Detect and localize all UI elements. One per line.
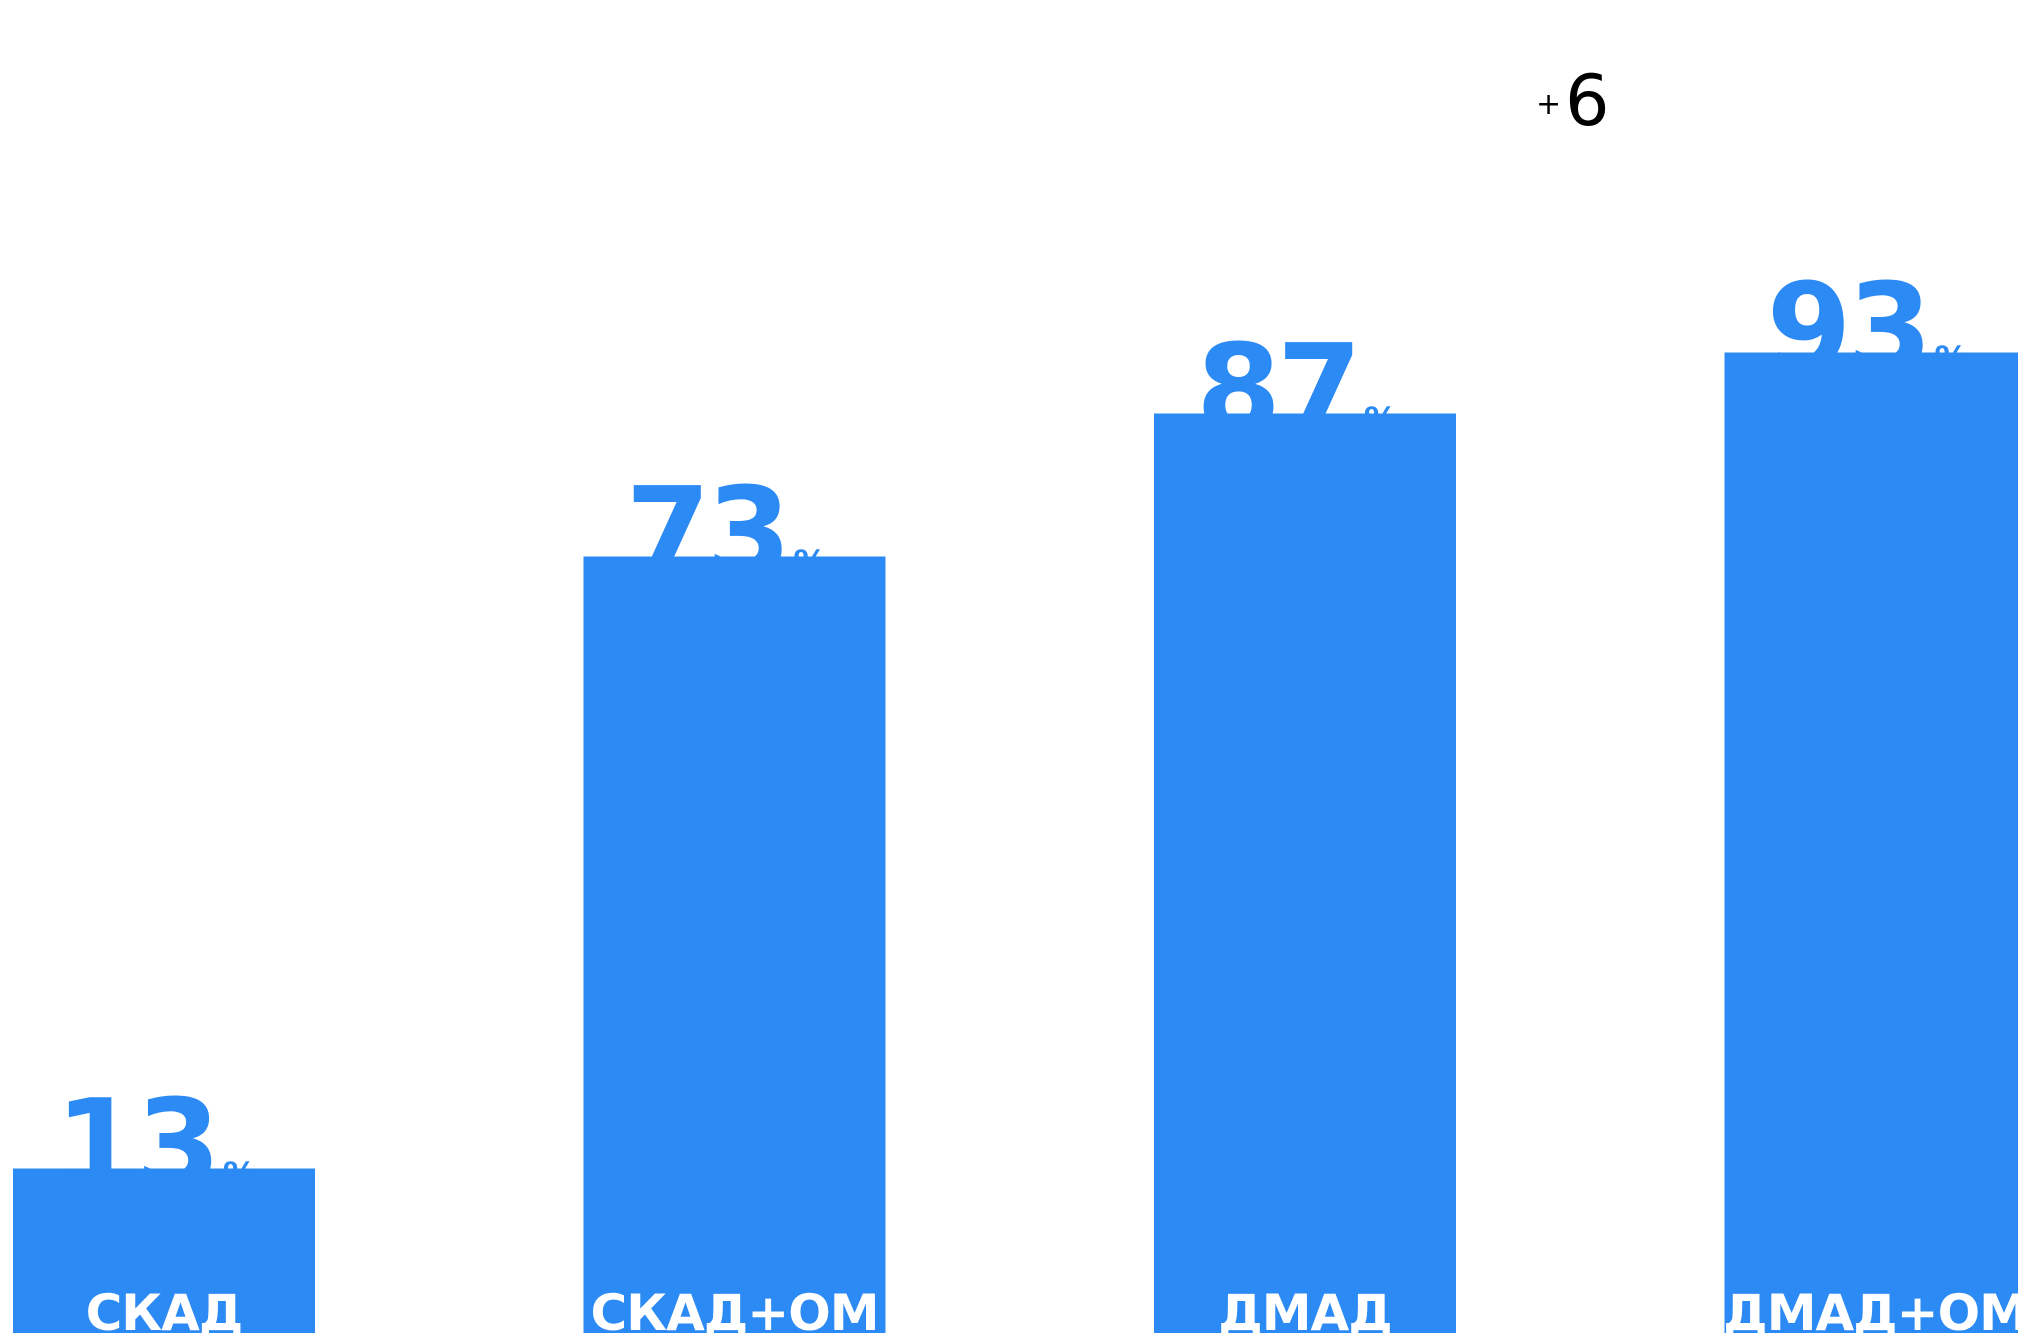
bar xyxy=(1724,352,2018,1333)
category-label: СКАД xyxy=(86,1284,243,1333)
bar-value-label: 13% xyxy=(55,1073,257,1215)
category-label: СКАД+ОМ xyxy=(591,1284,879,1333)
bar-value-number: 87 xyxy=(1196,319,1358,461)
bar-value-number: 73 xyxy=(626,461,788,603)
bar xyxy=(583,556,886,1333)
bar-value-label: 87% xyxy=(1196,319,1398,461)
bar-value-number: 13 xyxy=(55,1073,217,1215)
labels-layer: 13 % СКАД 73 % СКАД+ОМ 87 % ДМАД 93 % ДМАД+ОМ xyxy=(55,257,2018,1333)
bar xyxy=(13,1168,315,1333)
bar-value-unit: % xyxy=(1364,401,1398,441)
bar-value-unit: % xyxy=(223,1155,257,1195)
bar-value-number: 93 xyxy=(1767,257,1929,399)
bar-value-unit: % xyxy=(793,543,827,583)
difference-annotation-value: 6 xyxy=(1565,60,1610,142)
annotation-layer: + 6 xyxy=(1536,60,1610,142)
bar-value-label: 93% xyxy=(1767,257,1969,399)
category-label: ДМАД xyxy=(1218,1284,1392,1333)
bar xyxy=(1154,413,1456,1333)
bar-value-unit: % xyxy=(1934,339,1968,379)
difference-annotation-sign: + xyxy=(1536,87,1561,122)
bar-value-label: 73% xyxy=(626,461,828,603)
bars-layer xyxy=(13,352,2018,1333)
category-label: ДМАД+ОМ xyxy=(1723,1284,2018,1333)
